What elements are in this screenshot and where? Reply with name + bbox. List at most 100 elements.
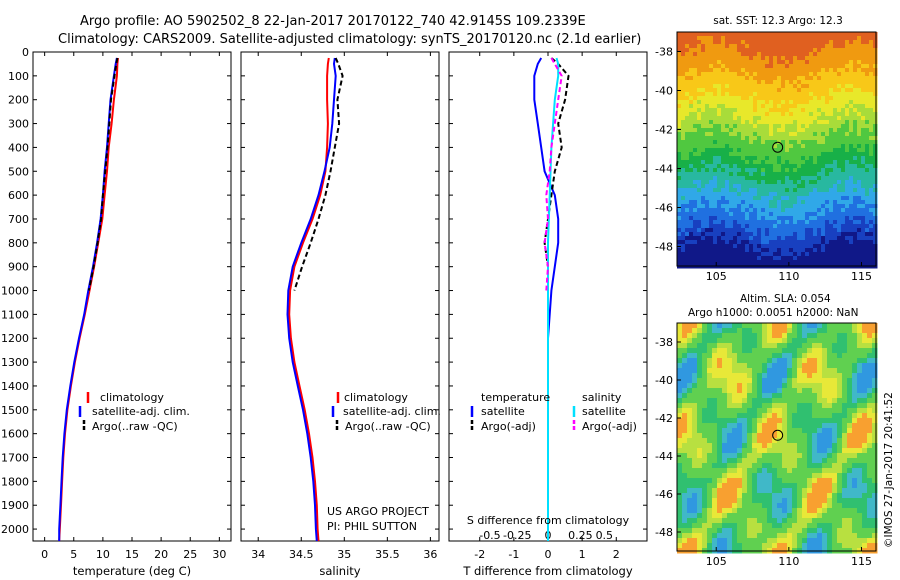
map-cell	[805, 68, 810, 73]
map-cell	[807, 478, 813, 484]
map-cell	[709, 260, 714, 265]
map-cell	[841, 260, 846, 265]
map-cell	[765, 40, 770, 45]
map-cell	[797, 68, 802, 73]
map-cell	[777, 100, 782, 105]
map-cell	[697, 184, 702, 189]
map-cell	[797, 88, 802, 93]
map-cell	[693, 208, 698, 213]
map-cell	[717, 84, 722, 89]
map-cell	[681, 72, 686, 77]
map-cell	[809, 108, 814, 113]
map-cell	[813, 224, 818, 229]
map-cell	[827, 338, 833, 344]
map-cell	[681, 120, 686, 125]
map-cell	[807, 333, 813, 339]
map-cell	[777, 252, 782, 257]
map-cell	[837, 60, 842, 65]
map-cell	[797, 398, 803, 404]
map-cell	[805, 260, 810, 265]
map-cell	[693, 96, 698, 101]
map-cell	[792, 468, 798, 474]
map-cell	[821, 204, 826, 209]
map-cell	[762, 453, 768, 459]
map-cell	[832, 488, 838, 494]
map-cell	[805, 132, 810, 137]
map-cell	[845, 164, 850, 169]
legend-temp-satellite: satellite	[481, 405, 525, 418]
map-cell	[792, 508, 798, 514]
map-cell	[753, 232, 758, 237]
map-cell	[742, 438, 748, 444]
map-cell	[817, 508, 823, 514]
map-cell	[729, 220, 734, 225]
map-cell	[741, 164, 746, 169]
depth-tick-label: 700	[8, 213, 29, 226]
map-cell	[802, 408, 808, 414]
map-cell	[825, 48, 830, 53]
map-cell	[845, 40, 850, 45]
map-cell	[681, 80, 686, 85]
map-cell	[765, 256, 770, 261]
map-cell	[827, 348, 833, 354]
map-cell	[722, 328, 728, 334]
map-cell	[809, 144, 814, 149]
map-cell	[777, 408, 783, 414]
map-cell	[825, 192, 830, 197]
map-cell	[705, 140, 710, 145]
map-cell	[867, 478, 873, 484]
map-cell	[677, 533, 683, 539]
map-cell	[733, 72, 738, 77]
map-cell	[705, 40, 710, 45]
map-cell	[702, 408, 708, 414]
map-cell	[837, 144, 842, 149]
map-cell	[777, 333, 783, 339]
map-cell	[747, 368, 753, 374]
map-cell	[817, 172, 822, 177]
map-cell	[682, 483, 688, 489]
map-cell	[767, 523, 773, 529]
map-cell	[717, 124, 722, 129]
map-cell	[777, 240, 782, 245]
map-cell	[801, 240, 806, 245]
map-cell	[693, 200, 698, 205]
map-cell	[697, 543, 703, 549]
map-cell	[837, 508, 843, 514]
map-cell	[785, 52, 790, 57]
map-cell	[745, 152, 750, 157]
map-cell	[781, 152, 786, 157]
map-cell	[772, 523, 778, 529]
map-cell	[817, 418, 823, 424]
map-cell	[869, 108, 874, 113]
map-cell	[827, 423, 833, 429]
map-cell	[705, 144, 710, 149]
map-cell	[697, 64, 702, 69]
map-cell	[793, 84, 798, 89]
map-cell	[825, 180, 830, 185]
map-cell	[729, 108, 734, 113]
map-cell	[817, 448, 823, 454]
map-cell	[781, 104, 786, 109]
map-cell	[701, 32, 706, 37]
map-cell	[745, 176, 750, 181]
map-cell	[821, 132, 826, 137]
map-cell	[737, 200, 742, 205]
map-cell	[757, 256, 762, 261]
map-cell	[867, 438, 873, 444]
map-cell	[869, 116, 874, 121]
map-cell	[692, 503, 698, 509]
map-cell	[873, 248, 878, 253]
map-cell	[833, 164, 838, 169]
map-cell	[837, 180, 842, 185]
map-cell	[722, 463, 728, 469]
map-cell	[872, 373, 878, 379]
map-cell	[762, 363, 768, 369]
map-cell	[752, 468, 758, 474]
map-cell	[737, 483, 743, 489]
map-cell	[822, 483, 828, 489]
map-cell	[817, 228, 822, 233]
map-cell	[741, 36, 746, 41]
map-cell	[701, 64, 706, 69]
map-cell	[685, 212, 690, 217]
map-cell	[702, 458, 708, 464]
